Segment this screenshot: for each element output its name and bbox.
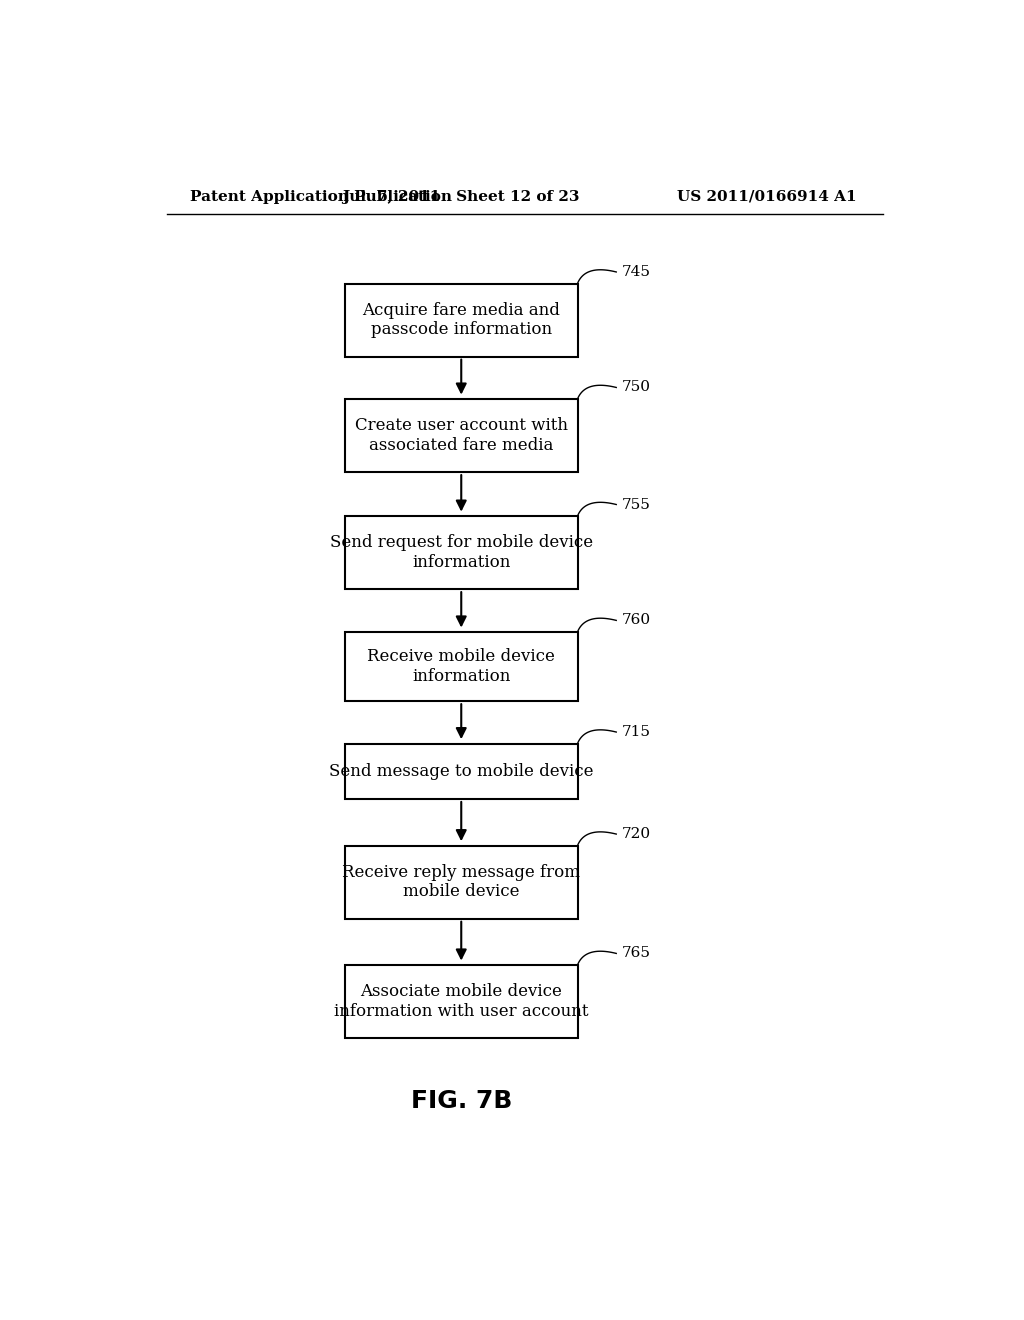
Text: FIG. 7B: FIG. 7B [411, 1089, 512, 1113]
FancyBboxPatch shape [345, 399, 578, 473]
FancyBboxPatch shape [345, 846, 578, 919]
FancyBboxPatch shape [345, 743, 578, 799]
Text: 765: 765 [622, 946, 650, 961]
Text: 720: 720 [622, 828, 651, 841]
Text: 750: 750 [622, 380, 650, 395]
Text: Jul. 7, 2011   Sheet 12 of 23: Jul. 7, 2011 Sheet 12 of 23 [342, 190, 580, 203]
FancyBboxPatch shape [345, 965, 578, 1038]
Text: Send message to mobile device: Send message to mobile device [329, 763, 594, 780]
Text: Receive mobile device
information: Receive mobile device information [368, 648, 555, 685]
FancyBboxPatch shape [345, 516, 578, 589]
Text: Send request for mobile device
information: Send request for mobile device informati… [330, 535, 593, 572]
FancyBboxPatch shape [345, 632, 578, 701]
Text: Patent Application Publication: Patent Application Publication [190, 190, 452, 203]
Text: Create user account with
associated fare media: Create user account with associated fare… [354, 417, 567, 454]
Text: Acquire fare media and
passcode information: Acquire fare media and passcode informat… [362, 302, 560, 338]
Text: 715: 715 [622, 725, 650, 739]
Text: US 2011/0166914 A1: US 2011/0166914 A1 [677, 190, 856, 203]
Text: 755: 755 [622, 498, 650, 512]
Text: 745: 745 [622, 265, 650, 279]
Text: Associate mobile device
information with user account: Associate mobile device information with… [334, 983, 589, 1020]
Text: Receive reply message from
mobile device: Receive reply message from mobile device [342, 863, 581, 900]
FancyBboxPatch shape [345, 284, 578, 356]
Text: 760: 760 [622, 614, 651, 627]
